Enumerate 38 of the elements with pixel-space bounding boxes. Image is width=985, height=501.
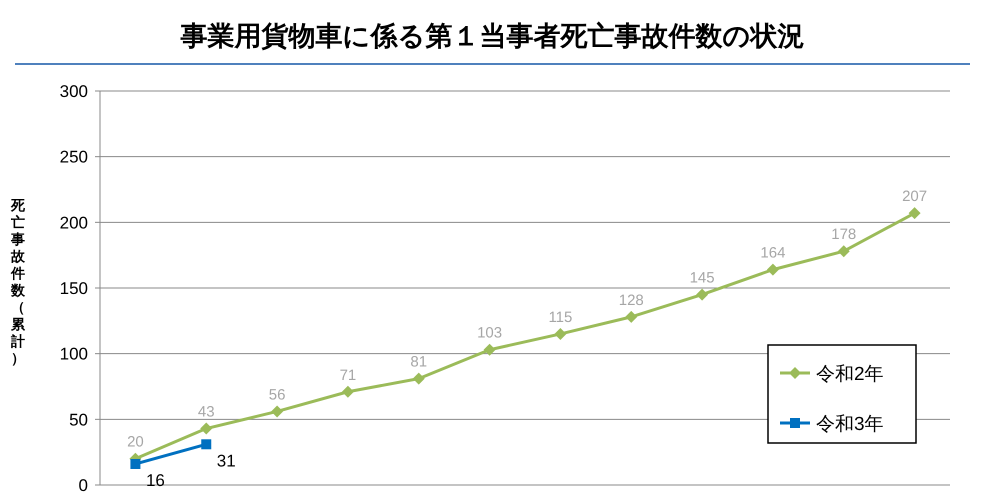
point xyxy=(342,386,354,398)
legend-label: 令和2年 xyxy=(816,364,884,385)
point xyxy=(201,439,212,450)
y-tick-label: 250 xyxy=(60,148,88,167)
chart-title: 事業用貨物車に係る第１当事者死亡事故件数の状況 xyxy=(180,21,804,51)
data-label: 145 xyxy=(690,270,715,287)
data-label: 115 xyxy=(548,308,572,326)
y-tick-label: 150 xyxy=(60,279,88,298)
data-label: 71 xyxy=(340,366,356,384)
point xyxy=(696,288,708,301)
point xyxy=(838,245,850,258)
y-tick-label: 50 xyxy=(69,410,88,430)
legend-label: 令和3年 xyxy=(816,414,884,435)
point xyxy=(271,405,284,418)
point xyxy=(412,372,425,385)
data-label: 20 xyxy=(127,434,144,451)
y-tick-label: 100 xyxy=(60,344,88,364)
data-label: 56 xyxy=(268,386,286,404)
data-label: 164 xyxy=(760,244,786,262)
data-label: 16 xyxy=(146,470,165,490)
point xyxy=(484,344,496,356)
point xyxy=(908,207,921,220)
data-label: 178 xyxy=(831,226,856,244)
y-tick-label: 300 xyxy=(60,82,88,101)
point xyxy=(554,328,566,340)
point xyxy=(200,422,212,435)
y-tick-label: 200 xyxy=(60,213,88,232)
point xyxy=(130,458,140,469)
data-label: 43 xyxy=(198,404,215,421)
data-label: 103 xyxy=(477,324,502,342)
text: 死亡事故件数（累計） xyxy=(11,197,25,366)
data-label: 128 xyxy=(618,292,644,309)
point xyxy=(625,310,638,323)
data-label: 31 xyxy=(216,451,236,470)
data-label: 207 xyxy=(902,188,928,206)
point xyxy=(766,264,779,276)
y-tick-label: 0 xyxy=(78,476,88,495)
data-label: 81 xyxy=(410,354,428,371)
